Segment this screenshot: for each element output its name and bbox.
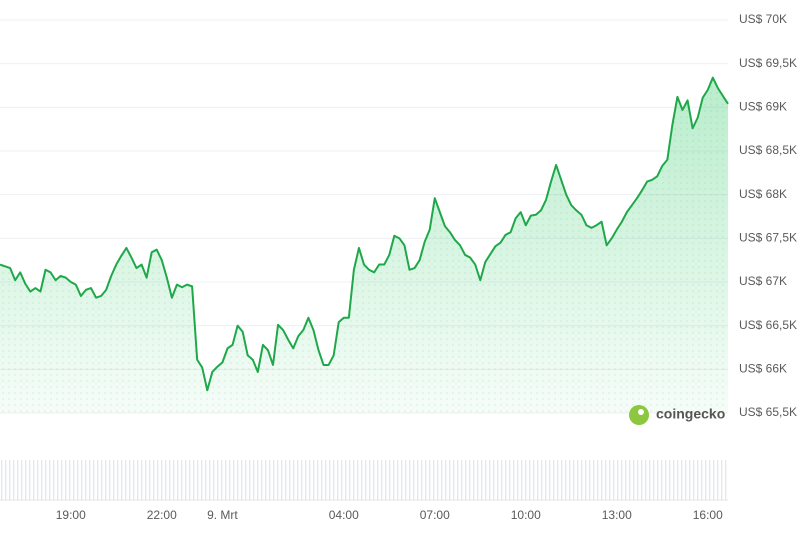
watermark-text: coingecko bbox=[656, 406, 725, 422]
x-tick-label: 04:00 bbox=[329, 508, 359, 522]
watermark: coingecko bbox=[629, 405, 725, 425]
y-tick-label: US$ 70K bbox=[739, 12, 787, 26]
x-tick-label: 13:00 bbox=[602, 508, 632, 522]
y-tick-label: US$ 68,5K bbox=[739, 143, 797, 157]
logo bbox=[629, 405, 649, 425]
x-tick-label: 10:00 bbox=[511, 508, 541, 522]
y-tick-label: US$ 68K bbox=[739, 187, 787, 201]
y-tick-label: US$ 65,5K bbox=[739, 405, 797, 419]
y-tick-label: US$ 67,5K bbox=[739, 231, 797, 245]
x-tick-label: 19:00 bbox=[56, 508, 86, 522]
y-tick-label: US$ 66,5K bbox=[739, 318, 797, 332]
x-tick-label: 07:00 bbox=[420, 508, 450, 522]
x-tick-label: 22:00 bbox=[147, 508, 177, 522]
x-tick-label: 9. Mrt bbox=[207, 508, 238, 522]
area-dots bbox=[0, 77, 728, 413]
y-tick-label: US$ 67K bbox=[739, 274, 787, 288]
x-tick-label: 16:00 bbox=[693, 508, 723, 522]
y-tick-label: US$ 66K bbox=[739, 362, 787, 376]
price-line bbox=[0, 76, 729, 392]
volume-band bbox=[0, 460, 728, 500]
logo-eye bbox=[638, 409, 644, 415]
y-tick-label: US$ 69K bbox=[739, 100, 787, 114]
y-tick-label: US$ 69,5K bbox=[739, 56, 797, 70]
